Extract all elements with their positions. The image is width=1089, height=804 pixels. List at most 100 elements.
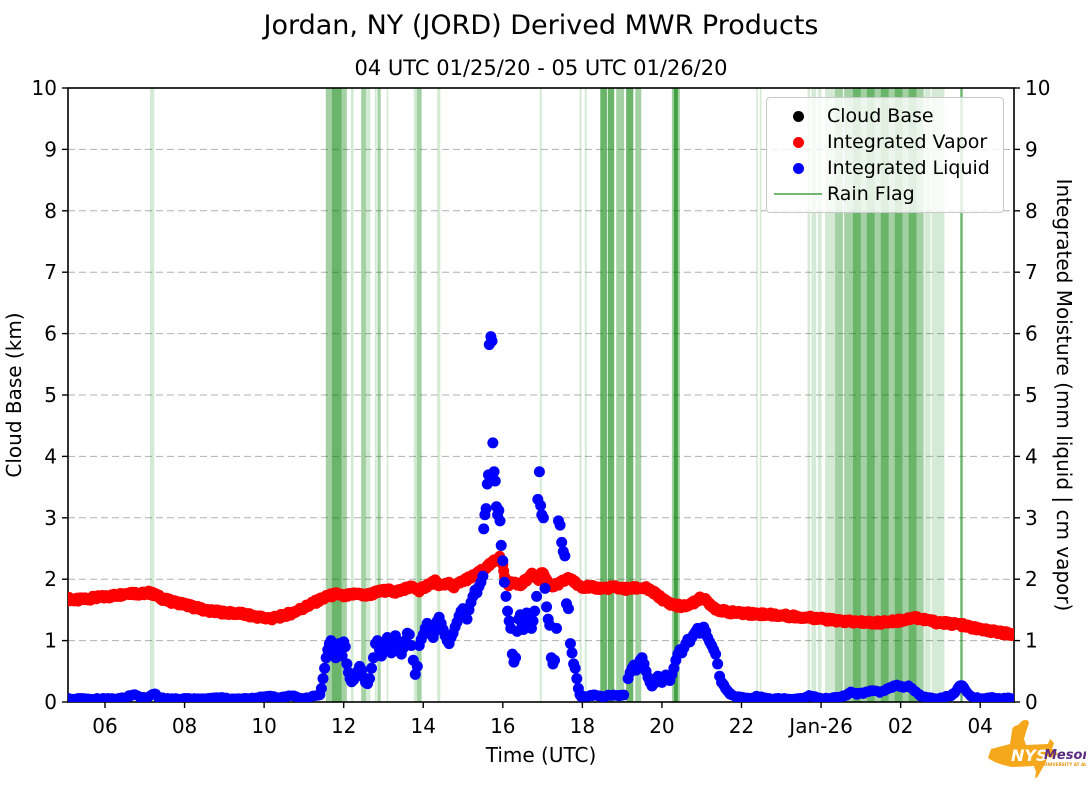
rain-flag-band <box>626 88 634 702</box>
y-tick-label-right: 1 <box>1025 629 1038 653</box>
integrated-liquid-point <box>554 519 566 531</box>
integrated-liquid-point <box>533 466 545 478</box>
y-tick-label-left: 3 <box>44 506 57 530</box>
integrated-liquid-point <box>477 570 489 582</box>
integrated-liquid-point <box>722 685 734 697</box>
y-tick-label-left: 6 <box>44 322 57 346</box>
integrated-liquid-point <box>539 582 551 594</box>
integrated-liquid-point <box>529 605 541 617</box>
rain-flag-band <box>331 88 342 702</box>
integrated-liquid-point <box>562 603 574 615</box>
y-tick-label-left: 8 <box>44 199 57 223</box>
integrated-liquid-point <box>500 590 512 602</box>
rain-flag-line-icon <box>769 192 827 196</box>
rain-flag-band <box>673 88 678 702</box>
integrated-liquid-point <box>541 601 553 613</box>
rain-flag-band <box>635 88 642 702</box>
x-tick-label: 04 <box>967 714 992 738</box>
y-tick-label-right: 2 <box>1025 567 1038 591</box>
integrated-liquid-point <box>710 648 722 660</box>
integrated-liquid-point <box>537 512 549 524</box>
rain-flag-band <box>880 88 889 702</box>
y-tick-label-right: 3 <box>1025 506 1038 530</box>
integrated-liquid-point <box>494 515 506 527</box>
legend-label-integrated-liquid: Integrated Liquid <box>827 157 990 179</box>
y-tick-label-right: 4 <box>1025 444 1038 468</box>
y-tick-label-right: 9 <box>1025 137 1038 161</box>
rain-flag-band <box>852 88 861 702</box>
legend-label-rain-flag: Rain Flag <box>827 183 915 205</box>
x-tick-label: 02 <box>888 714 913 738</box>
rain-flag-band <box>584 88 587 702</box>
rain-flag-band <box>437 88 441 702</box>
rain-flag-band <box>416 88 422 702</box>
y-tick-label-right: 0 <box>1025 690 1038 714</box>
integrated-liquid-point <box>319 662 331 674</box>
y-tick-label-left: 4 <box>44 444 57 468</box>
integrated-liquid-point <box>498 576 510 588</box>
rain-flag-band <box>825 88 835 702</box>
legend-label-cloud-base: Cloud Base <box>827 105 934 127</box>
integrated-liquid-point <box>497 555 509 567</box>
y-tick-label-left: 7 <box>44 260 57 284</box>
integrated-vapor-series <box>68 550 1014 641</box>
rain-flag-band <box>374 88 377 702</box>
rain-flag-band <box>888 88 895 702</box>
x-tick-label: 12 <box>331 714 356 738</box>
x-tick-label: 20 <box>649 714 674 738</box>
data-series <box>68 331 1014 702</box>
rain-flag-band <box>817 88 822 702</box>
rain-flag-band <box>902 88 909 702</box>
rain-flag-band <box>759 88 762 702</box>
integrated-liquid-point <box>535 500 547 512</box>
integrated-liquid-point <box>461 613 473 625</box>
rain-flag-band <box>924 88 931 702</box>
y-tick-label-left: 0 <box>44 690 57 714</box>
y-tick-label-right: 5 <box>1025 383 1038 407</box>
x-axis-label: Time (UTC) <box>485 743 597 767</box>
rain-flag-band <box>325 88 332 702</box>
y-tick-label-left: 9 <box>44 137 57 161</box>
integrated-liquid-point <box>336 650 348 662</box>
rain-flag-band <box>908 88 917 702</box>
integrated-liquid-point <box>502 605 514 617</box>
legend-label-integrated-vapor: Integrated Vapor <box>827 131 988 153</box>
x-tick-label: Jan-26 <box>787 714 853 738</box>
rain-flag-band <box>350 88 354 702</box>
rain-flag-band <box>834 88 843 702</box>
y-tick-label-right: 8 <box>1025 199 1038 223</box>
x-tick-label: 22 <box>729 714 754 738</box>
tick-labels: 06 08 10 12 14 16 18 20 22 Jan-26 02 040 01 12 23 34 45 5… <box>32 76 1051 738</box>
y-tick-label-right: 10 <box>1025 76 1050 100</box>
integrated-liquid-point <box>315 682 327 694</box>
rain-flag-band <box>811 88 817 702</box>
integrated-liquid-point <box>339 641 351 653</box>
y-tick-label-right: 7 <box>1025 260 1038 284</box>
cloud-base-dot-icon <box>769 110 827 122</box>
integrated-liquid-point <box>493 504 505 516</box>
rain-flag-band <box>361 88 366 702</box>
rain-flag-band <box>916 88 924 702</box>
rain-flag-band <box>866 88 875 702</box>
y-tick-label-left: 2 <box>44 567 57 591</box>
x-tick-label: 06 <box>92 714 117 738</box>
rain-flag-band <box>341 88 347 702</box>
integrated-vapor-dot-icon <box>769 136 827 148</box>
integrated-liquid-point <box>571 673 583 685</box>
chart-title: Jordan, NY (JORD) Derived MWR Products <box>263 10 819 41</box>
rain-flag-band <box>539 88 542 702</box>
integrated-liquid-point <box>486 335 498 347</box>
integrated-liquid-point <box>411 660 423 672</box>
rain-flag-band <box>894 88 903 702</box>
integrated-liquid-point <box>489 475 501 487</box>
rain-flag-band <box>860 88 867 702</box>
rain-flag-band <box>365 88 371 702</box>
x-tick-label: 10 <box>251 714 276 738</box>
integrated-liquid-point <box>364 673 376 685</box>
rain-flag-band <box>607 88 615 702</box>
rain-flag-band <box>931 88 945 702</box>
rain-flag-band <box>874 88 881 702</box>
rain-flag-band <box>807 88 810 702</box>
rain-flag-band <box>960 88 963 702</box>
integrated-liquid-point <box>574 689 586 701</box>
